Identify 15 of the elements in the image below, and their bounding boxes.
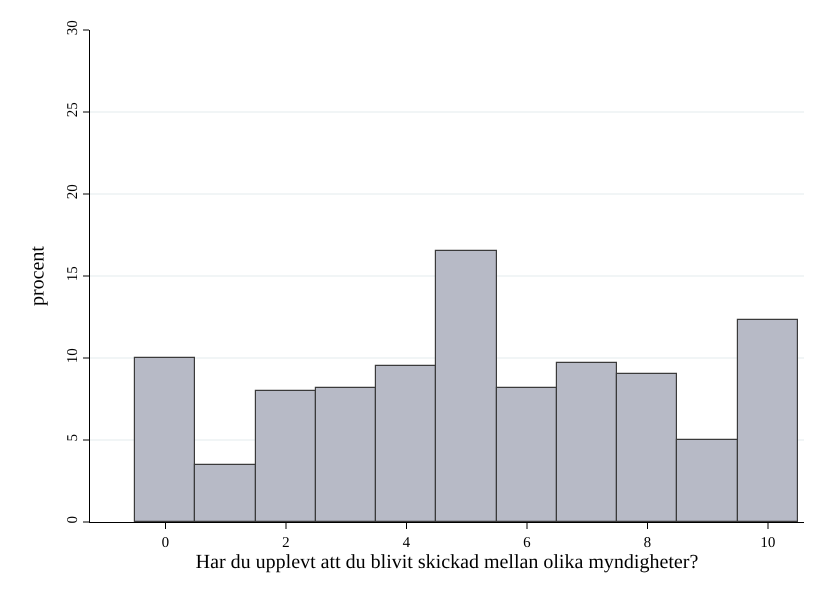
x-tick-label: 0	[162, 535, 170, 551]
y-tick-label: 15	[65, 266, 81, 282]
y-tick-label: 10	[65, 348, 81, 364]
x-tick-label: 4	[402, 535, 411, 551]
y-tick-label: 0	[65, 516, 81, 524]
x-tick-label: 8	[644, 535, 652, 551]
y-tick-label: 25	[65, 102, 81, 118]
y-tick-label: 30	[65, 20, 81, 36]
y-tick-label: 5	[65, 434, 81, 442]
x-axis-title: Har du upplevt att du blivit skickad mellan olika myndigheter?	[196, 551, 698, 573]
y-tick-label: 20	[65, 184, 81, 200]
x-tick-label: 6	[523, 535, 532, 551]
x-tick-label: 10	[760, 535, 776, 551]
x-tick-label: 2	[282, 535, 290, 551]
y-axis-title: procent	[26, 246, 48, 306]
